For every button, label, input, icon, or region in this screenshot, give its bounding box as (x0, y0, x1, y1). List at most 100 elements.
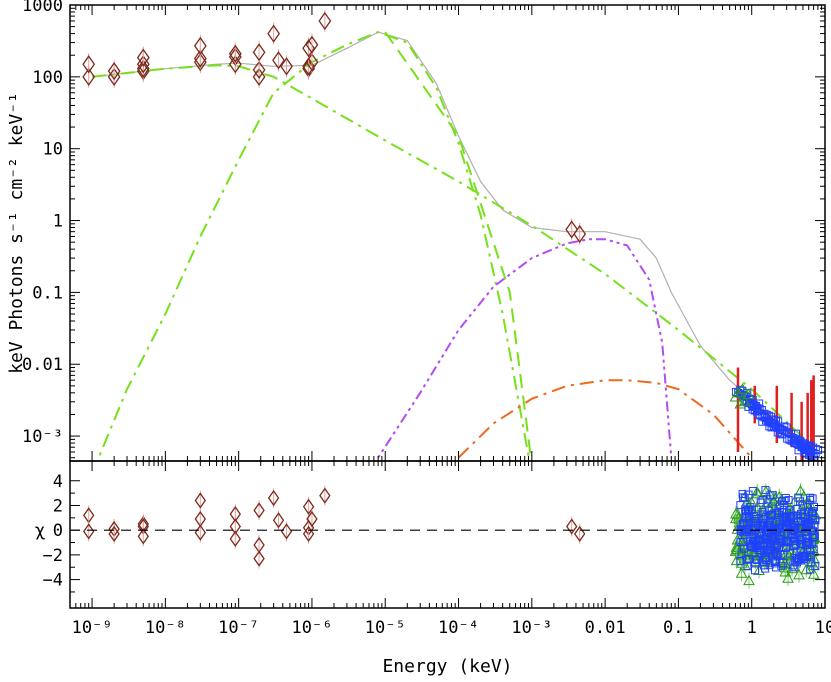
residual-point (306, 510, 318, 528)
residual-point (751, 487, 764, 499)
data-point (228, 44, 242, 63)
residual-point (767, 503, 776, 512)
residual-point (730, 554, 743, 566)
residual-point (751, 555, 760, 564)
residual-point (737, 549, 746, 558)
residual-point (771, 563, 780, 572)
data-point (82, 67, 96, 86)
residual-point (319, 487, 331, 504)
y-tick-label-residual: 2 (53, 496, 63, 516)
data-point (742, 388, 755, 399)
residual-point (805, 545, 814, 554)
residual-point (766, 516, 775, 525)
data-point (228, 47, 242, 66)
y-axis-label-residual: χ (35, 520, 46, 541)
y-tick-labels: 1000 100 10 1 0.1 0.01 10⁻³ 4 2 0 −2 −4 (22, 0, 63, 591)
data-point (107, 62, 121, 81)
data-point (252, 67, 266, 86)
residual-points (83, 482, 822, 589)
residual-point (798, 501, 807, 510)
y-tick-label-spectrum: 1000 (22, 0, 63, 16)
y-axis-label-spectrum: keV Photons s⁻¹ cm⁻² keV⁻¹ (6, 92, 27, 374)
residual-point (743, 562, 752, 571)
residual-point (779, 548, 792, 559)
data-point (734, 397, 747, 409)
residual-point (807, 544, 820, 555)
residual-point (750, 511, 759, 520)
residual-point (799, 512, 808, 521)
data-point (267, 24, 281, 43)
residual-point (280, 523, 293, 540)
data-point (318, 11, 332, 31)
residual-point (763, 495, 772, 504)
residual-point (786, 536, 795, 545)
residual-point (766, 539, 775, 548)
x-tick-label: 10⁻⁵ (365, 618, 406, 638)
residual-point (761, 486, 770, 495)
residual-point (751, 559, 760, 568)
model-curves (91, 31, 815, 461)
y-tick-label-spectrum: 0.1 (32, 283, 63, 303)
data-point (252, 60, 266, 80)
residual-point (736, 501, 745, 510)
residual-point (566, 518, 578, 535)
residual-point (786, 549, 795, 558)
spectrum-panel (69, 4, 826, 462)
residual-point (776, 550, 785, 559)
residual-point (794, 531, 803, 540)
residual-point (775, 493, 788, 505)
residual-point (83, 523, 95, 540)
y-tick-label-spectrum: 10 (43, 140, 63, 160)
residual-point (808, 494, 817, 503)
x-tick-label: 10⁻³ (511, 618, 552, 638)
residual-point (796, 536, 805, 545)
residual-point (779, 558, 788, 567)
residual-point (793, 556, 802, 565)
data-point (573, 224, 587, 244)
data-point (193, 53, 207, 72)
residual-point (807, 508, 816, 517)
residual-point (776, 539, 785, 548)
x-tick-label: 10⁻⁷ (218, 618, 259, 638)
residual-point (807, 540, 816, 549)
residual-point (739, 528, 748, 537)
x-tick-label: 0.1 (663, 618, 694, 638)
residual-point (758, 496, 767, 505)
data-point (193, 36, 207, 55)
residual-point (749, 536, 758, 545)
residual-point (750, 543, 759, 552)
residual-point (744, 506, 753, 515)
residual-point (793, 558, 802, 567)
data-point (732, 386, 744, 398)
data-point (252, 43, 266, 62)
y-tick-label-spectrum: 10⁻³ (22, 427, 63, 447)
data-point (82, 55, 96, 74)
residual-point (780, 496, 789, 505)
series-line (92, 31, 814, 453)
residual-point (731, 543, 743, 554)
x-tick-label: 10⁻⁹ (72, 618, 113, 638)
residual-point (108, 525, 120, 543)
residual-point (740, 544, 749, 553)
residual-point (765, 528, 774, 537)
residual-point (253, 502, 265, 519)
residual-point (742, 555, 751, 564)
residual-point (267, 489, 280, 507)
x-tick-label: 10 (815, 618, 831, 638)
residual-point (272, 512, 285, 529)
residual-axis-ticks (70, 461, 826, 608)
residual-point (801, 517, 810, 526)
residual-point (773, 508, 782, 517)
data-point (193, 49, 207, 68)
series-line (96, 31, 531, 461)
series-line (384, 31, 533, 461)
residual-point (809, 502, 818, 511)
residual-point (743, 574, 755, 586)
y-tick-label-residual: −4 (43, 571, 63, 591)
residual-point (794, 484, 807, 496)
residual-point (803, 532, 812, 541)
residual-point (779, 565, 792, 577)
residual-point (754, 536, 763, 545)
residual-point (804, 508, 813, 517)
residual-point (194, 492, 207, 509)
